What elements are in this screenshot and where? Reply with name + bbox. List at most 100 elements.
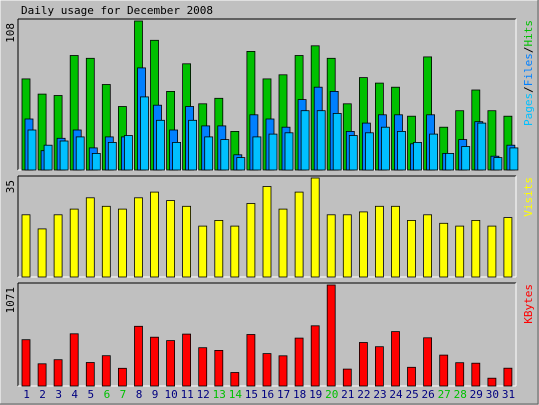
x-tick-label-15: 15 <box>245 388 258 401</box>
bar-kbytes-29 <box>471 362 481 387</box>
bar-visits-20 <box>326 214 336 278</box>
bar-pages-19 <box>316 110 326 171</box>
x-tick-label-1: 1 <box>23 388 30 401</box>
bar-pages-20 <box>332 113 342 171</box>
bar-visits-22 <box>358 211 368 278</box>
legend-item-files: Files <box>522 53 535 86</box>
x-tick-label-26: 26 <box>421 388 434 401</box>
x-tick-label-27: 27 <box>438 388 451 401</box>
bar-kbytes-25 <box>407 366 416 387</box>
bar-pages-31 <box>509 147 519 171</box>
bar-pages-10 <box>172 141 182 171</box>
x-tick-label-22: 22 <box>357 388 370 401</box>
x-tick-label-29: 29 <box>470 388 483 401</box>
bar-pages-30 <box>493 157 503 171</box>
bar-pages-13 <box>220 139 230 171</box>
bar-pages-5 <box>91 152 101 171</box>
bar-visits-19 <box>310 177 320 278</box>
bar-kbytes-23 <box>374 346 384 387</box>
bar-kbytes-20 <box>326 284 336 387</box>
x-tick-label-8: 8 <box>136 388 143 401</box>
bar-kbytes-3 <box>53 359 63 387</box>
bar-visits-29 <box>471 219 481 278</box>
bar-pages-12 <box>204 136 214 171</box>
bar-visits-21 <box>342 214 352 278</box>
bar-pages-27 <box>445 152 455 171</box>
x-tick-label-30: 30 <box>486 388 499 401</box>
bar-kbytes-4 <box>69 333 79 387</box>
x-tick-label-17: 17 <box>277 388 290 401</box>
bar-kbytes-2 <box>37 363 47 387</box>
bar-visits-17 <box>278 208 288 278</box>
legend-kbytes: KBytes <box>522 284 535 324</box>
bar-visits-18 <box>294 191 304 278</box>
x-tick-label-16: 16 <box>261 388 274 401</box>
x-tick-label-20: 20 <box>325 388 338 401</box>
series-pages <box>27 96 519 171</box>
bar-pages-26 <box>429 133 439 171</box>
bar-visits-28 <box>455 225 465 278</box>
panel-kbytes: 1071 KBytes <box>4 282 535 387</box>
bar-visits-26 <box>423 214 433 278</box>
x-tick-label-4: 4 <box>71 388 78 401</box>
legend-visits: Visits <box>522 177 535 217</box>
x-tick-label-10: 10 <box>164 388 177 401</box>
bar-visits-25 <box>407 219 416 278</box>
bar-visits-1 <box>21 214 31 278</box>
bar-kbytes-15 <box>246 334 256 387</box>
y-max-label-kbytes: 1071 <box>4 287 17 314</box>
x-tick-label-6: 6 <box>104 388 111 401</box>
bar-kbytes-6 <box>101 355 111 387</box>
bar-pages-15 <box>252 136 262 171</box>
x-tick-label-3: 3 <box>55 388 62 401</box>
x-tick-label-31: 31 <box>502 388 515 401</box>
bar-visits-14 <box>230 225 240 278</box>
bar-visits-4 <box>69 208 79 278</box>
bar-kbytes-8 <box>134 325 143 387</box>
x-axis-labels: 1 2 3 4 5 6 7 8 9 10 11 12 13 14 15 16 17 18 19 20 21 22 23 24 2… <box>23 388 515 401</box>
x-tick-label-24: 24 <box>389 388 403 401</box>
bar-visits-9 <box>150 191 159 278</box>
x-tick-label-13: 13 <box>213 388 226 401</box>
bar-pages-16 <box>268 133 278 171</box>
x-tick-label-21: 21 <box>341 388 354 401</box>
bar-kbytes-11 <box>182 333 192 387</box>
legend-hits-files-pages: Pages/Files/Hits <box>522 20 535 126</box>
bar-visits-15 <box>246 203 256 278</box>
bar-visits-30 <box>487 225 497 278</box>
bar-kbytes-31 <box>503 367 513 387</box>
bar-pages-11 <box>188 119 198 171</box>
bar-kbytes-9 <box>150 336 159 387</box>
bar-pages-29 <box>477 122 487 171</box>
legend-item-visits: Visits <box>522 177 535 217</box>
bar-pages-23 <box>380 126 390 171</box>
y-max-label-visits: 35 <box>4 180 17 193</box>
bar-visits-5 <box>85 197 95 278</box>
x-tick-label-18: 18 <box>293 388 306 401</box>
bar-kbytes-21 <box>342 368 352 387</box>
bar-kbytes-17 <box>278 355 288 387</box>
bar-visits-6 <box>101 205 111 278</box>
legend-item-pages: Pages <box>522 93 535 126</box>
bar-pages-25 <box>413 141 422 171</box>
bar-visits-8 <box>134 197 143 278</box>
bar-visits-2 <box>37 228 47 278</box>
series-kbytes <box>21 284 513 387</box>
x-tick-label-23: 23 <box>373 388 386 401</box>
bar-kbytes-26 <box>423 337 433 387</box>
bar-pages-4 <box>75 136 85 171</box>
bar-pages-21 <box>348 135 358 171</box>
bar-pages-22 <box>364 132 374 171</box>
bar-kbytes-12 <box>198 347 208 387</box>
bar-pages-14 <box>236 157 246 171</box>
legend-item-hits: Hits <box>522 20 535 47</box>
bar-kbytes-13 <box>214 349 224 387</box>
x-tick-label-25: 25 <box>405 388 418 401</box>
bar-kbytes-22 <box>358 342 368 387</box>
bar-visits-7 <box>118 208 127 278</box>
legend-item-kbytes: KBytes <box>522 284 535 324</box>
bar-kbytes-5 <box>85 362 95 387</box>
